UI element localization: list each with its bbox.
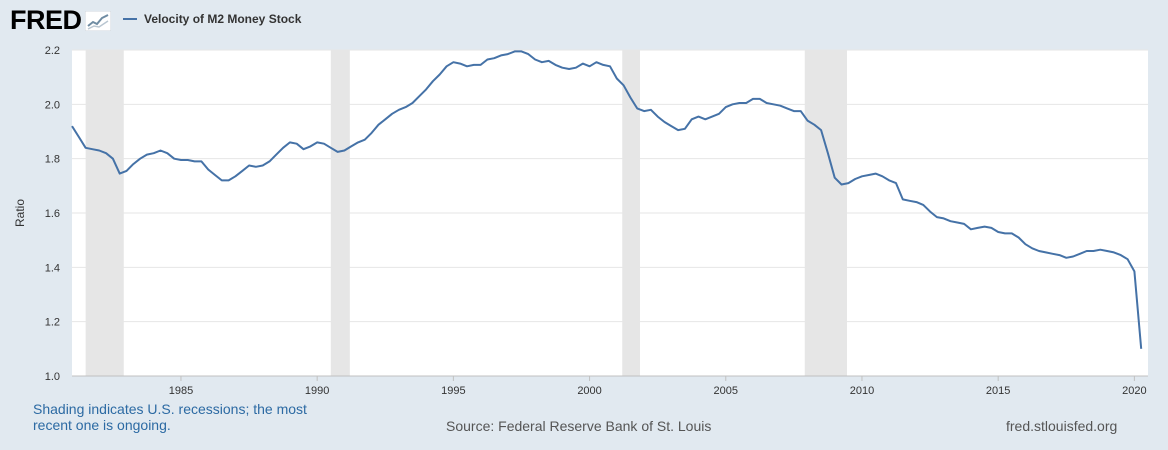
y-tick-label: 1.4 xyxy=(45,262,60,274)
source-text: Source: Federal Reserve Bank of St. Loui… xyxy=(446,418,712,434)
site-link[interactable]: fred.stlouisfed.org xyxy=(1006,418,1118,434)
fred-logo[interactable]: FRED xyxy=(10,7,111,34)
legend-label: Velocity of M2 Money Stock xyxy=(144,12,302,26)
y-tick-label: 1.2 xyxy=(45,317,60,329)
y-tick-label: 2.0 xyxy=(45,99,60,111)
series-line xyxy=(71,50,1143,349)
x-tick-label: 2010 xyxy=(850,385,874,397)
data-series xyxy=(71,50,1143,349)
y-tick-label: 1.6 xyxy=(45,208,60,220)
chart-trend-icon xyxy=(84,10,111,31)
y-axis-label: Ratio xyxy=(13,199,27,227)
legend-line-swatch xyxy=(123,18,137,20)
logo-text: FRED xyxy=(10,5,82,35)
gridlines xyxy=(72,49,1148,377)
chart-legend[interactable]: Velocity of M2 Money Stock xyxy=(123,12,301,26)
line-chart[interactable]: 1.0 1.2 1.4 1.6 1.8 2.0 2.2 1985 1990 1995 2000 20… xyxy=(0,0,1168,400)
x-tick-label: 2015 xyxy=(986,385,1010,397)
y-tick-label: 1.8 xyxy=(45,154,60,166)
x-tick-label: 2005 xyxy=(714,385,738,397)
x-tick-label: 1995 xyxy=(441,385,465,397)
x-axis-ticks: 1985 1990 1995 2000 2005 2010 2015 2020 xyxy=(169,376,1147,397)
x-tick-label: 1990 xyxy=(305,385,329,397)
recession-note: Shading indicates U.S. recessions; the m… xyxy=(33,401,307,433)
x-tick-label: 2020 xyxy=(1122,385,1146,397)
x-tick-label: 2000 xyxy=(577,385,601,397)
y-tick-label: 1.0 xyxy=(45,371,60,383)
y-tick-label: 2.2 xyxy=(45,45,60,57)
x-tick-label: 1985 xyxy=(169,385,193,397)
y-axis-ticks: 1.0 1.2 1.4 1.6 1.8 2.0 2.2 xyxy=(45,45,60,383)
